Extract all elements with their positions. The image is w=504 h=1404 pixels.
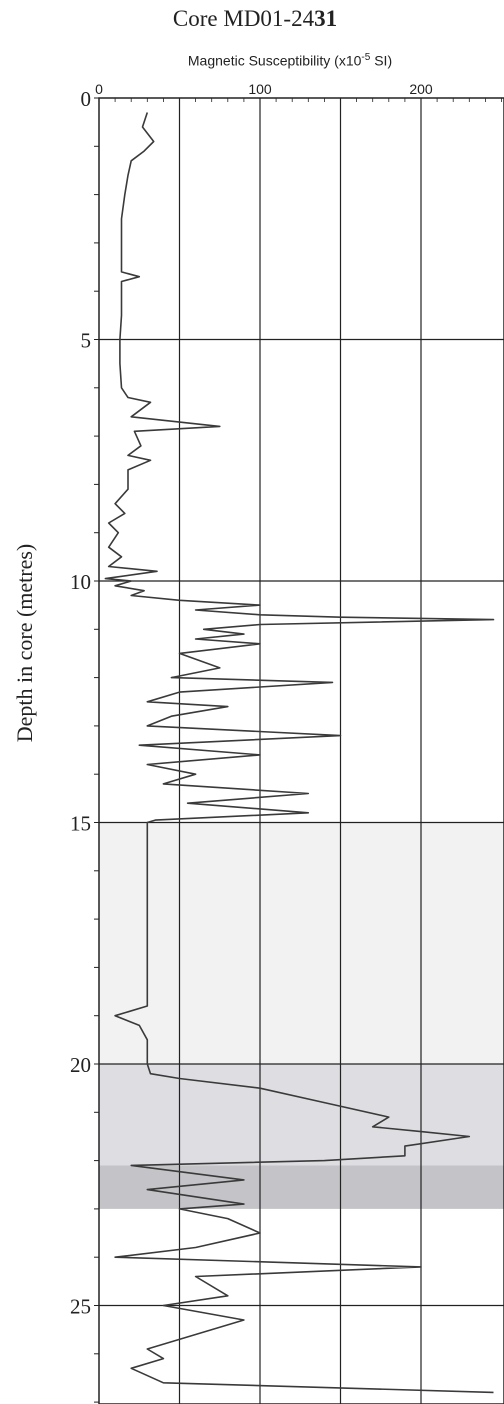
y-ticks: 0 5 10 15 20 25: [70, 87, 99, 1403]
shaded-band-0: [99, 822, 504, 1064]
y-tick-label-20: 20: [70, 1053, 91, 1077]
x-axis-label-unit: SI): [370, 52, 393, 69]
x-ticks: 0 100 200: [95, 81, 502, 102]
shaded-bands: [99, 822, 504, 1209]
x-tick-label-0: 0: [95, 81, 103, 97]
y-tick-label-25: 25: [70, 1295, 91, 1319]
y-tick-label-15: 15: [70, 812, 91, 836]
x-tick-label-200: 200: [409, 81, 433, 97]
series-group: [104, 112, 495, 1394]
series-line-0: [104, 112, 495, 1394]
y-tick-label-0: 0: [81, 87, 92, 111]
x-axis-label-exponent: -5: [361, 52, 371, 63]
x-axis-label: Magnetic Susceptibility (x10-5 SI): [80, 52, 500, 69]
shaded-band-1: [99, 1064, 504, 1166]
chart-title-main: Core MD01-24: [172, 6, 315, 31]
y-tick-label-5: 5: [81, 329, 92, 353]
y-tick-label-10: 10: [70, 570, 91, 594]
x-tick-label-100: 100: [248, 81, 272, 97]
plot-frame: [98, 97, 504, 1404]
chart-title-bold: 31: [314, 6, 338, 31]
shaded-band-2: [99, 1165, 504, 1209]
x-axis-label-text: Magnetic Susceptibility (x10: [187, 52, 362, 69]
chart-title: Core MD01-2431: [95, 6, 415, 32]
